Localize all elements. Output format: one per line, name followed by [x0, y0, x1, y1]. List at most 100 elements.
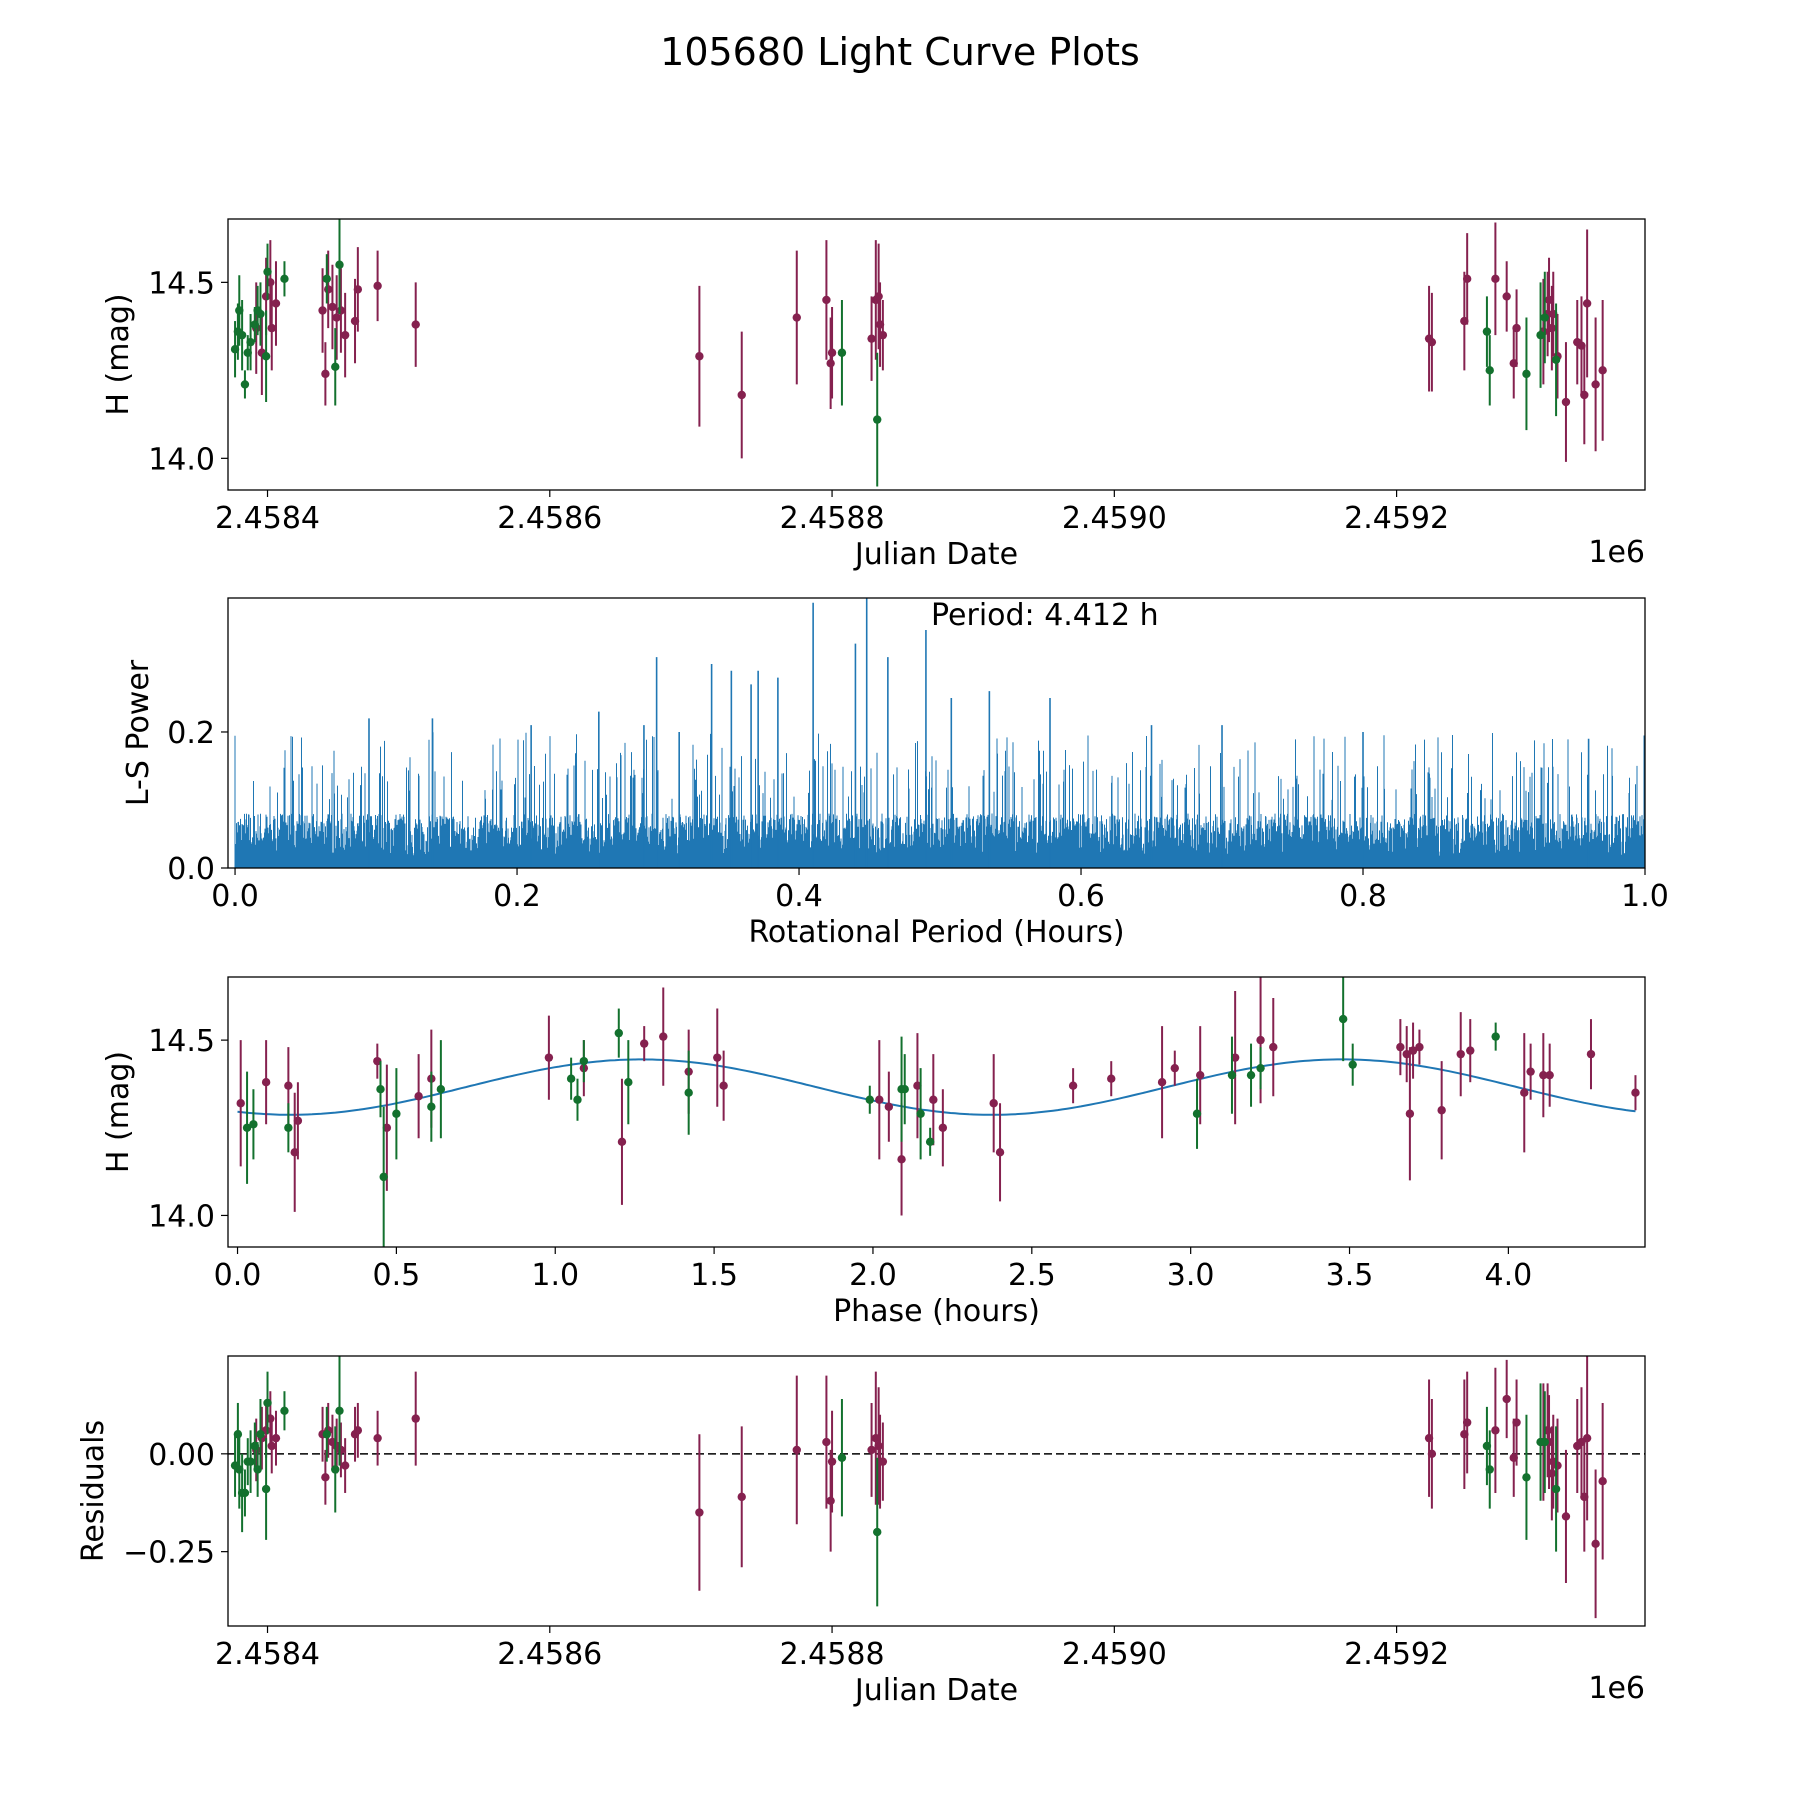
x-tick-label: 2.4584	[215, 501, 320, 536]
x-axis-label: Phase (hours)	[833, 1294, 1040, 1329]
data-point	[1539, 1070, 1548, 1080]
data-point	[719, 1081, 728, 1090]
data-point	[324, 285, 333, 294]
x-offset-label: 1e6	[1588, 1671, 1645, 1706]
data-point	[284, 1123, 293, 1132]
data-point	[373, 1433, 382, 1443]
data-point	[318, 306, 327, 315]
data-point	[1227, 1070, 1237, 1080]
x-tick-label: 3.0	[1167, 1258, 1215, 1293]
data-point	[1582, 299, 1592, 308]
data-point	[1540, 313, 1549, 322]
panel-phased: 0.0 0.5 1.0 1.5 2.0 2.5 3.0 3.5 4.0 14.0 14.5 Phase…	[101, 976, 1646, 1329]
data-point	[280, 1406, 289, 1415]
data-point	[1462, 274, 1472, 284]
x-tick-label: 2.4586	[497, 501, 602, 536]
data-point	[865, 1095, 874, 1104]
x-tick-label: 0.4	[775, 879, 823, 914]
data-point	[1338, 1014, 1348, 1024]
data-point	[1591, 380, 1600, 389]
data-point	[379, 1172, 388, 1182]
data-point	[1427, 1449, 1437, 1459]
series-red	[236, 977, 1640, 1216]
data-point	[737, 1492, 746, 1502]
data-point	[544, 1053, 554, 1062]
x-tick-label: 2.4592	[1344, 501, 1449, 536]
data-point	[411, 1414, 420, 1423]
data-point	[236, 1099, 245, 1108]
data-point	[233, 1430, 243, 1439]
plot-area	[234, 598, 1645, 868]
data-point	[792, 1445, 801, 1455]
data-point	[240, 1488, 250, 1498]
data-point	[1512, 323, 1521, 333]
y-tick-label: 0.0	[167, 852, 215, 887]
data-point	[1512, 1418, 1521, 1427]
y-tick-label: 14.5	[148, 266, 215, 301]
data-point	[1408, 1046, 1418, 1055]
data-point	[826, 359, 835, 368]
data-point	[624, 1077, 633, 1087]
data-point	[1230, 1053, 1240, 1062]
data-point	[1561, 397, 1571, 407]
x-tick-label: 0.8	[1339, 879, 1387, 914]
x-tick-label: 0.0	[211, 879, 259, 914]
y-axis-label: H (mag)	[101, 1051, 136, 1173]
data-point	[837, 348, 847, 357]
data-point	[353, 1426, 363, 1435]
series-green	[230, 1356, 1561, 1607]
x-tick-label: 0.2	[493, 879, 541, 914]
data-point	[284, 1081, 293, 1090]
data-point	[1520, 1088, 1529, 1097]
data-point	[427, 1102, 436, 1111]
data-point	[1269, 1042, 1278, 1052]
x-axis-label: Rotational Period (Hours)	[748, 915, 1124, 950]
data-point	[249, 1120, 258, 1129]
data-point	[995, 1148, 1005, 1157]
x-tick-label: 3.5	[1326, 1258, 1374, 1293]
data-point	[1502, 1394, 1511, 1404]
data-point	[290, 1148, 299, 1157]
y-axis-label: Residuals	[76, 1420, 111, 1562]
data-point	[874, 1441, 883, 1451]
x-tick-label: 0.5	[373, 1258, 421, 1293]
x-tick-label: 1.5	[690, 1258, 738, 1293]
data-point	[938, 1123, 948, 1132]
plot-area	[230, 219, 1607, 487]
period-annotation: Period: 4.412 h	[931, 598, 1159, 633]
axes-frame	[227, 218, 1646, 491]
data-point	[1491, 1426, 1500, 1435]
data-point	[1598, 366, 1607, 375]
data-point	[826, 1496, 835, 1505]
data-point	[867, 334, 876, 343]
data-point	[1068, 1081, 1078, 1090]
data-point	[237, 330, 247, 340]
data-point	[822, 1437, 831, 1447]
data-point	[659, 1032, 668, 1041]
data-point	[1482, 327, 1492, 336]
data-point	[913, 1081, 922, 1090]
data-point	[1553, 1461, 1562, 1470]
data-point	[1540, 1437, 1549, 1447]
data-point	[263, 267, 272, 276]
panel-periodogram: 0.0 0.2 0.4 0.6 0.8 1.0 0.0 0.2 Rotational Perio…	[121, 597, 1669, 950]
data-point	[827, 348, 837, 357]
series-red	[252, 1356, 1607, 1619]
x-tick-label: 2.4584	[215, 1637, 320, 1672]
data-point	[925, 1137, 935, 1147]
data-point	[353, 285, 363, 294]
data-point	[340, 330, 350, 340]
data-point	[263, 1398, 272, 1408]
data-point	[331, 1465, 340, 1474]
data-point	[878, 1457, 888, 1466]
data-point	[271, 1433, 281, 1443]
data-point	[1405, 1109, 1415, 1118]
data-point	[1348, 1060, 1357, 1069]
data-point	[246, 337, 255, 347]
data-point	[1107, 1074, 1116, 1083]
y-tick-label: 0.2	[167, 716, 215, 751]
data-point	[1491, 1032, 1500, 1041]
data-point	[340, 1461, 350, 1470]
data-point	[1256, 1063, 1265, 1073]
data-point	[1415, 1042, 1424, 1052]
